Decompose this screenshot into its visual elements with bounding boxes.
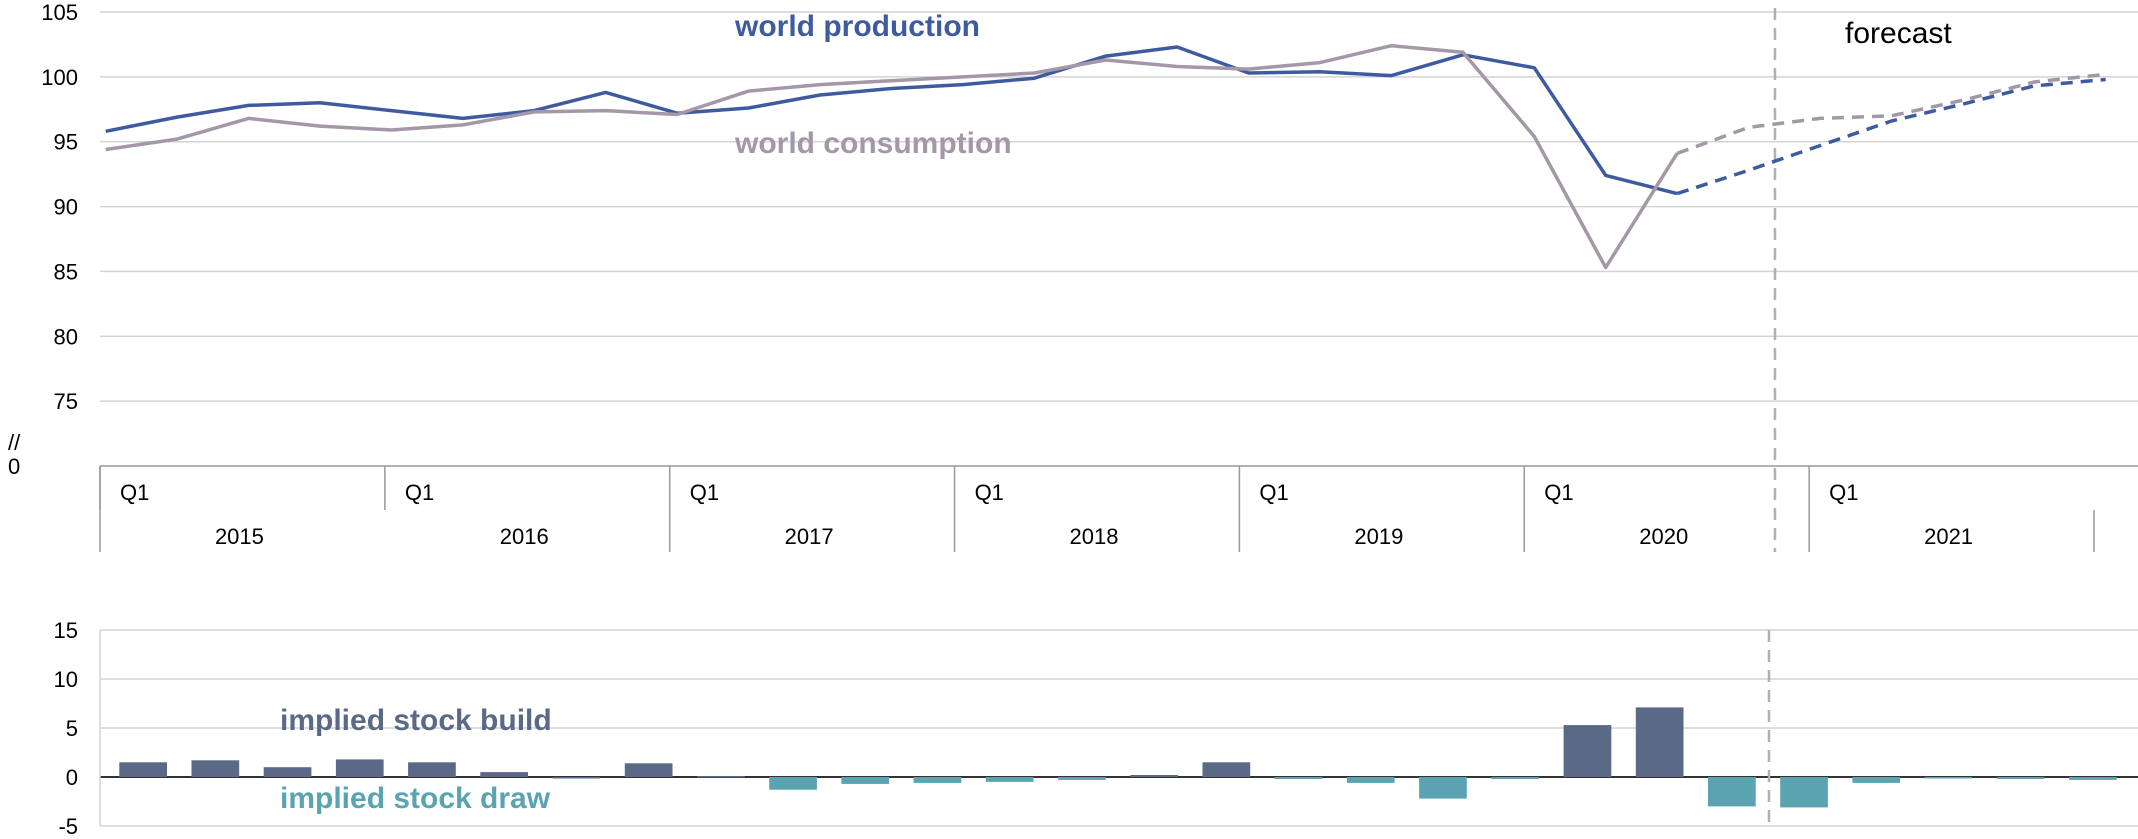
bar	[1563, 725, 1612, 777]
bar	[1708, 777, 1756, 807]
quarter-label: Q1	[1259, 480, 1288, 505]
bar	[335, 759, 384, 777]
production-line-actual	[105, 45, 1678, 196]
bar	[841, 777, 890, 784]
year-label: 2018	[1070, 524, 1119, 549]
stock-draw-label: implied stock draw	[280, 782, 551, 815]
bar	[624, 763, 673, 777]
year-label: 2021	[1924, 524, 1973, 549]
bar	[408, 762, 456, 777]
y-tick-label: 10	[54, 667, 78, 692]
y-tick-label: -5	[58, 814, 78, 839]
bar	[1491, 777, 1539, 779]
bar	[1202, 762, 1251, 777]
production-label: world production	[734, 10, 980, 43]
bar	[1130, 775, 1178, 777]
year-label: 2017	[785, 524, 834, 549]
bar	[119, 762, 167, 777]
year-label: 2020	[1639, 524, 1688, 549]
y-tick-label: 105	[41, 0, 78, 25]
quarter-label: Q1	[120, 480, 149, 505]
axis-break-mark: //	[8, 430, 21, 455]
top-y-tick-labels: 75 80 85 90 95 100 105 //0	[8, 0, 78, 479]
forecast-label: forecast	[1845, 17, 1952, 50]
bar	[263, 767, 312, 777]
stock-build-label: implied stock build	[280, 704, 552, 737]
bar	[191, 760, 240, 777]
top-series-lines	[105, 43, 2106, 270]
year-label: 2015	[215, 524, 264, 549]
bar	[552, 777, 601, 779]
bar	[1852, 777, 1901, 783]
y-tick-label: 75	[54, 389, 78, 414]
y-tick-label: 15	[54, 618, 78, 643]
bottom-bars	[119, 707, 2117, 808]
y-tick-label: 100	[41, 65, 78, 90]
bar	[1419, 777, 1467, 799]
year-label: 2019	[1354, 524, 1403, 549]
bar	[2069, 777, 2117, 780]
y-tick-label: 95	[54, 130, 78, 155]
top-gridlines	[100, 11, 2138, 402]
quarter-label: Q1	[1829, 480, 1858, 505]
y-tick-label: 5	[66, 716, 78, 741]
quarter-label: Q1	[690, 480, 719, 505]
consumption-line-forecast	[1676, 72, 2106, 156]
consumption-label: world consumption	[734, 127, 1012, 160]
bar	[769, 777, 817, 790]
bar	[1346, 777, 1395, 783]
axis-zero-label: 0	[8, 454, 20, 479]
y-tick-label: 90	[54, 195, 78, 220]
top-annotations: world production world consumption forecas…	[734, 10, 1952, 160]
y-tick-label: 0	[66, 765, 78, 790]
quarter-label: Q1	[975, 480, 1004, 505]
bar	[1635, 707, 1684, 777]
bar	[480, 772, 528, 777]
bottom-annotations: implied stock build implied stock draw	[280, 704, 552, 815]
bar	[1274, 777, 1323, 779]
bar	[1780, 777, 1828, 808]
quarter-label: Q1	[405, 480, 434, 505]
bar	[697, 776, 745, 778]
bar	[1058, 777, 1106, 780]
top-x-axis: Q1 2015 Q1 2016 Q1 2017 Q1 2018 Q1 2019 Q1 2020 Q1 20…	[99, 8, 2138, 552]
consumption-line-actual	[105, 43, 1679, 270]
bottom-y-tick-labels: -5 0 5 10 15	[54, 618, 78, 839]
quarter-label: Q1	[1544, 480, 1573, 505]
production-line-forecast	[1676, 77, 2106, 196]
bar	[985, 777, 1034, 782]
bar	[913, 777, 962, 783]
y-tick-label: 80	[54, 324, 78, 349]
bar	[1924, 777, 1973, 779]
year-label: 2016	[500, 524, 549, 549]
y-tick-label: 85	[54, 259, 78, 284]
bar	[1996, 777, 2045, 779]
